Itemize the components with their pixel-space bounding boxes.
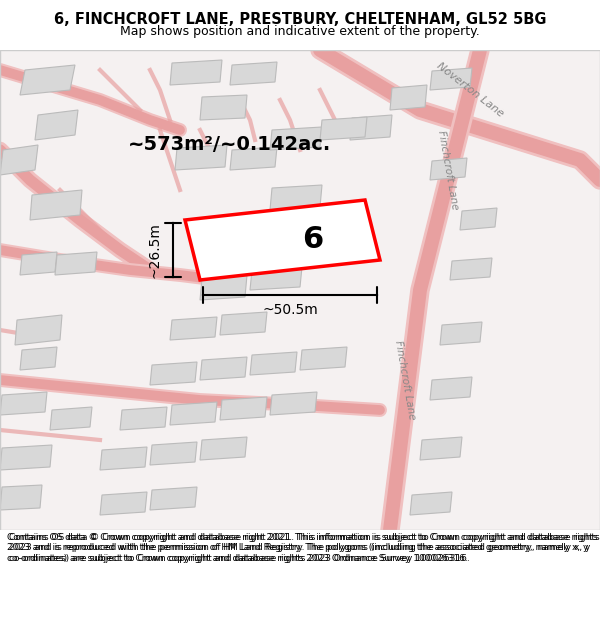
Polygon shape	[120, 407, 167, 430]
Polygon shape	[300, 347, 347, 370]
Polygon shape	[220, 312, 267, 335]
Polygon shape	[20, 252, 57, 275]
Polygon shape	[430, 158, 467, 180]
Polygon shape	[250, 352, 297, 375]
Polygon shape	[200, 437, 247, 460]
Polygon shape	[440, 322, 482, 345]
Polygon shape	[250, 267, 302, 290]
Polygon shape	[175, 145, 227, 170]
Polygon shape	[170, 317, 217, 340]
Text: ~50.5m: ~50.5m	[262, 303, 318, 317]
Polygon shape	[170, 60, 222, 85]
Polygon shape	[0, 485, 42, 510]
Polygon shape	[35, 110, 78, 140]
Polygon shape	[410, 492, 452, 515]
Polygon shape	[0, 445, 52, 470]
Text: Map shows position and indicative extent of the property.: Map shows position and indicative extent…	[120, 24, 480, 38]
Polygon shape	[230, 147, 277, 170]
Polygon shape	[185, 200, 380, 280]
Polygon shape	[15, 315, 62, 345]
Polygon shape	[390, 85, 427, 110]
Polygon shape	[200, 275, 247, 300]
Polygon shape	[150, 487, 197, 510]
Polygon shape	[100, 492, 147, 515]
Polygon shape	[170, 402, 217, 425]
Text: 6: 6	[302, 226, 323, 254]
Polygon shape	[270, 392, 317, 415]
Text: ~26.5m: ~26.5m	[148, 222, 162, 278]
Polygon shape	[350, 115, 392, 140]
Text: Contains OS data © Crown copyright and database right 2021. This information is : Contains OS data © Crown copyright and d…	[7, 533, 598, 562]
Polygon shape	[150, 442, 197, 465]
Text: ~573m²/~0.142ac.: ~573m²/~0.142ac.	[128, 136, 332, 154]
Polygon shape	[430, 68, 472, 90]
Polygon shape	[50, 407, 92, 430]
Polygon shape	[320, 117, 367, 140]
Text: Finchcroft Lane: Finchcroft Lane	[436, 129, 460, 211]
Polygon shape	[260, 220, 312, 245]
Polygon shape	[55, 252, 97, 275]
Text: Noverton Lane: Noverton Lane	[434, 61, 505, 119]
Polygon shape	[200, 95, 247, 120]
Polygon shape	[20, 347, 57, 370]
Polygon shape	[100, 447, 147, 470]
Polygon shape	[200, 357, 247, 380]
Polygon shape	[20, 65, 75, 95]
Polygon shape	[460, 208, 497, 230]
Polygon shape	[270, 185, 322, 210]
Polygon shape	[430, 377, 472, 400]
Text: Contains OS data © Crown copyright and database right 2021. This information is : Contains OS data © Crown copyright and d…	[9, 533, 599, 562]
Polygon shape	[30, 190, 82, 220]
Polygon shape	[270, 127, 322, 150]
Polygon shape	[220, 397, 267, 420]
Polygon shape	[230, 62, 277, 85]
Polygon shape	[450, 258, 492, 280]
Polygon shape	[0, 392, 47, 415]
Polygon shape	[420, 437, 462, 460]
Polygon shape	[150, 362, 197, 385]
Text: Finchcroft Lane: Finchcroft Lane	[393, 339, 417, 421]
Polygon shape	[0, 145, 38, 175]
Text: 6, FINCHCROFT LANE, PRESTBURY, CHELTENHAM, GL52 5BG: 6, FINCHCROFT LANE, PRESTBURY, CHELTENHA…	[54, 12, 546, 28]
